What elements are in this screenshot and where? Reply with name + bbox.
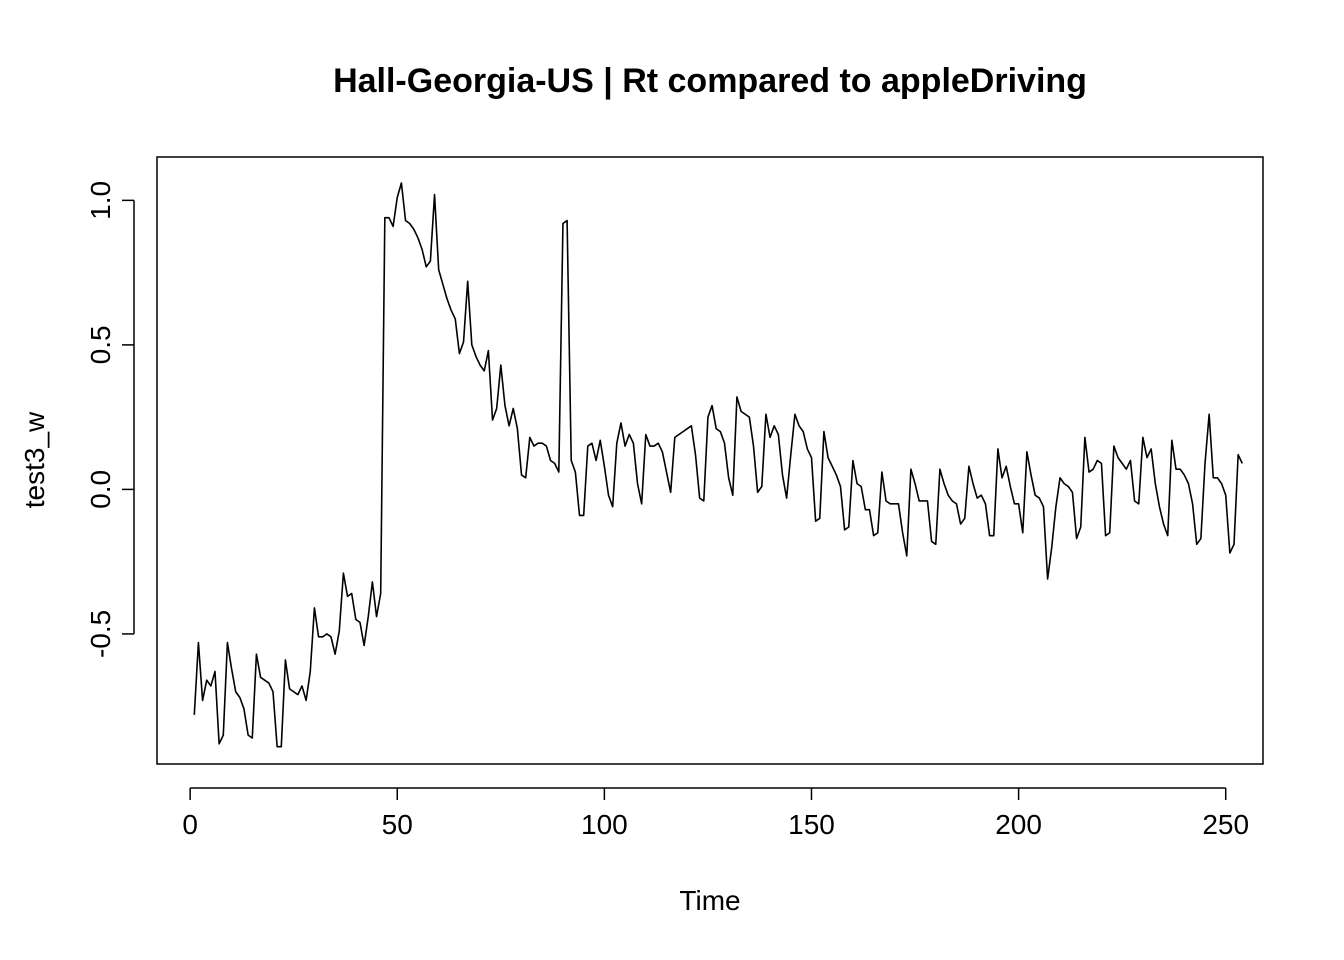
plot-area-frame	[156, 156, 1264, 765]
y-axis: -0.5 0.0 0.5 1.0	[85, 181, 135, 658]
series-points	[193, 182, 1243, 748]
x-tick-label: 50	[382, 809, 413, 840]
series-line-test3-w	[193, 182, 1244, 748]
y-tick-label: -0.5	[85, 610, 116, 658]
x-tick-label: 200	[995, 809, 1042, 840]
y-tick-label: 0.0	[85, 470, 116, 509]
x-tick-label: 100	[581, 809, 628, 840]
x-tick-label: 0	[182, 809, 198, 840]
y-tick-label: 0.5	[85, 325, 116, 364]
x-tick-label: 150	[788, 809, 835, 840]
y-axis-label: test3_w	[19, 411, 50, 508]
chart-title: Hall-Georgia-US | Rt compared to appleDr…	[333, 62, 1087, 100]
x-tick-label: 250	[1202, 809, 1249, 840]
y-tick-label: 1.0	[85, 181, 116, 220]
x-axis: 0 50 100 150 200 250	[182, 787, 1249, 840]
x-axis-label: Time	[679, 885, 740, 916]
